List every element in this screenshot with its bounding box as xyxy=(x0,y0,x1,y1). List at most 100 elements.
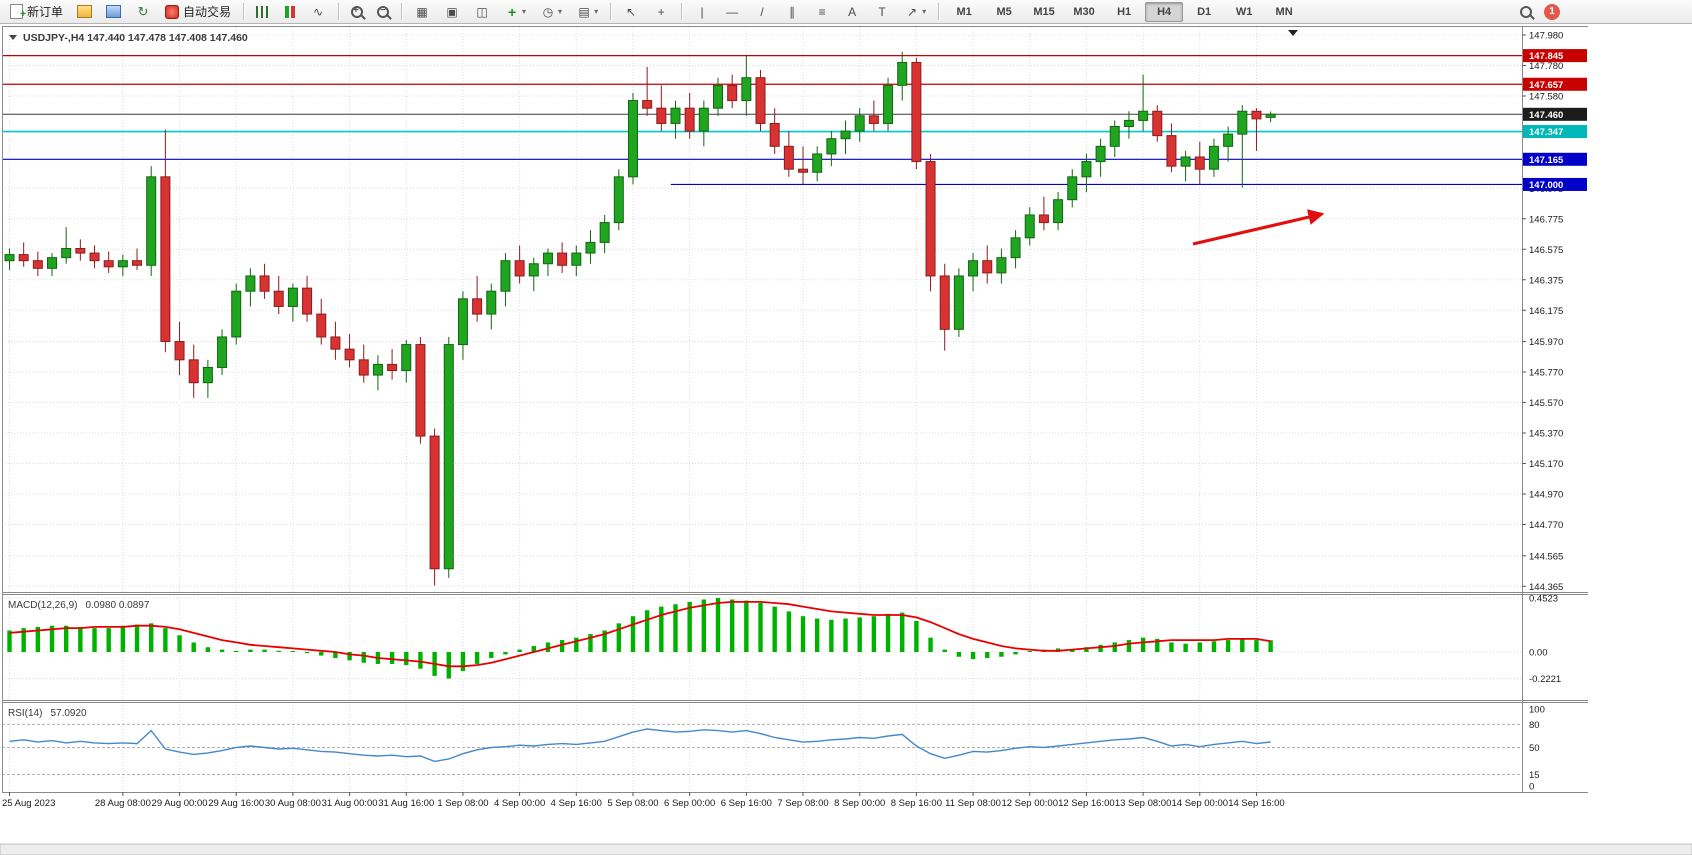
candle xyxy=(1010,230,1021,269)
chevron-down-icon: ▾ xyxy=(594,7,599,16)
zoom-in-icon xyxy=(351,5,364,18)
candle xyxy=(656,85,667,132)
bar-chart-icon xyxy=(256,5,270,18)
candle xyxy=(996,248,1007,284)
candle xyxy=(1237,105,1248,188)
channel-icon: ∥ xyxy=(789,4,796,19)
profiles-button[interactable] xyxy=(100,3,127,20)
price-chart[interactable]: 25 Aug 2023 28 Aug 08:00 29 Aug 00:00 29 Au… xyxy=(0,24,1692,855)
timeframe-button-m15[interactable]: M15 xyxy=(1033,5,1055,18)
channel-tool-button[interactable]: ∥ xyxy=(778,2,806,22)
auto-scroll-button[interactable]: ◫ xyxy=(468,2,496,22)
cursor-tool-button[interactable]: ↖ xyxy=(617,2,645,22)
line-chart-mode-button[interactable]: ∿ xyxy=(304,2,332,22)
collapse-chart-icon[interactable] xyxy=(9,35,17,40)
tile-windows-button[interactable]: ▦ xyxy=(408,2,436,22)
candle xyxy=(202,359,213,398)
time-axis-label: 30 Aug 08:00 xyxy=(265,798,321,809)
svg-text:147.347: 147.347 xyxy=(1529,127,1563,138)
timeframe-button-mn[interactable]: MN xyxy=(1275,5,1293,18)
candle xyxy=(1024,207,1035,246)
rsi-header: RSI(14) 57.0920 xyxy=(8,708,87,719)
notification-badge[interactable]: 1 xyxy=(1544,3,1560,20)
price-axis-label: 144.565 xyxy=(1529,551,1563,562)
time-axis-label: 29 Aug 00:00 xyxy=(152,798,208,809)
new-order-label: 新订单 xyxy=(27,5,64,19)
trendline-tool-button[interactable]: / xyxy=(748,2,776,22)
candle xyxy=(883,77,894,132)
candle xyxy=(698,100,709,147)
candle xyxy=(387,349,398,380)
candle xyxy=(330,321,341,360)
candle xyxy=(103,251,114,273)
fibonacci-tool-button[interactable]: ≡ xyxy=(808,2,836,22)
candle xyxy=(854,108,865,142)
candle xyxy=(287,283,298,322)
price-axis-label: 144.970 xyxy=(1529,490,1563,501)
svg-text:147.165: 147.165 xyxy=(1529,155,1564,166)
search-icon[interactable] xyxy=(1520,5,1532,18)
trend-arrow-annotation[interactable] xyxy=(1192,209,1325,246)
svg-text:147.845: 147.845 xyxy=(1529,51,1564,62)
candle xyxy=(245,268,256,307)
crosshair-tool-button[interactable]: + xyxy=(647,2,675,22)
candle xyxy=(61,227,72,264)
periods-button[interactable]: ◷ ▾ xyxy=(534,2,568,22)
timeframe-button-m1[interactable]: M1 xyxy=(956,5,972,18)
label-icon: T xyxy=(878,4,886,19)
price-axis-label: 147.980 xyxy=(1529,31,1563,42)
timeframe-button-d1[interactable]: D1 xyxy=(1197,5,1212,18)
candle xyxy=(1251,108,1262,151)
candle xyxy=(1223,126,1234,162)
horizontal-line-tool-button[interactable]: — xyxy=(718,2,746,22)
zoom-out-button[interactable] xyxy=(371,4,395,20)
price-axis-label: 144.365 xyxy=(1529,582,1563,593)
candle xyxy=(812,146,823,182)
candle xyxy=(1038,196,1049,231)
candle xyxy=(358,344,369,383)
timeframe-button-h4[interactable]: H4 xyxy=(1145,1,1184,22)
price-axis-label: 146.575 xyxy=(1529,245,1563,256)
indicators-button[interactable]: + ▾ xyxy=(498,2,532,22)
chart-shift-button[interactable]: ▣ xyxy=(438,2,466,22)
time-axis-label: 25 Aug 2023 xyxy=(2,798,55,809)
toolbar-separator xyxy=(401,3,403,20)
shapes-tool-button[interactable]: ↗ ▾ xyxy=(898,2,932,22)
chart-ohlc-header: USDJPY-,H4 147.440 147.478 147.408 147.4… xyxy=(23,32,248,44)
candle xyxy=(273,275,284,315)
bar-chart-mode-button[interactable] xyxy=(250,4,275,20)
candle xyxy=(939,263,950,351)
timeframe-button-m5[interactable]: M5 xyxy=(996,5,1012,18)
timeframe-button-h1[interactable]: H1 xyxy=(1117,5,1132,18)
candle xyxy=(769,108,780,154)
zoom-in-button[interactable] xyxy=(345,4,369,20)
chart-shift-marker[interactable] xyxy=(1288,30,1298,36)
candle xyxy=(429,428,440,586)
text-tool-button[interactable]: A xyxy=(838,2,866,22)
tile-windows-icon: ▦ xyxy=(416,4,428,19)
candle xyxy=(1152,105,1163,142)
candlestick-mode-button[interactable] xyxy=(277,4,302,20)
candle xyxy=(486,283,497,330)
resistance-line-147657-tag: 147.657 xyxy=(1523,77,1587,91)
candle xyxy=(231,283,242,345)
timeframe-button-m30[interactable]: M30 xyxy=(1073,5,1095,18)
price-axis-label: 145.570 xyxy=(1529,398,1563,409)
new-order-button[interactable]: 新订单 xyxy=(4,1,69,23)
add-indicator-icon: + xyxy=(507,3,517,20)
auto-trading-button[interactable]: 自动交易 xyxy=(159,1,237,22)
candle xyxy=(1123,111,1134,139)
templates-button[interactable]: ▤ ▾ xyxy=(570,2,604,22)
auto-scroll-icon: ◫ xyxy=(476,4,488,19)
timeframe-button-w1[interactable]: W1 xyxy=(1235,5,1253,18)
vertical-line-tool-button[interactable]: | xyxy=(688,2,716,22)
new-chart-button[interactable] xyxy=(71,3,98,20)
refresh-button[interactable]: ↻ xyxy=(129,2,157,22)
trendline-icon: / xyxy=(760,4,764,19)
price-axis-label: 144.770 xyxy=(1529,520,1563,531)
time-axis-label: 14 Sep 00:00 xyxy=(1172,798,1229,809)
template-icon: ▤ xyxy=(578,4,590,19)
candle xyxy=(1180,150,1191,182)
label-tool-button[interactable]: T xyxy=(868,2,896,22)
fibonacci-icon: ≡ xyxy=(818,4,826,19)
